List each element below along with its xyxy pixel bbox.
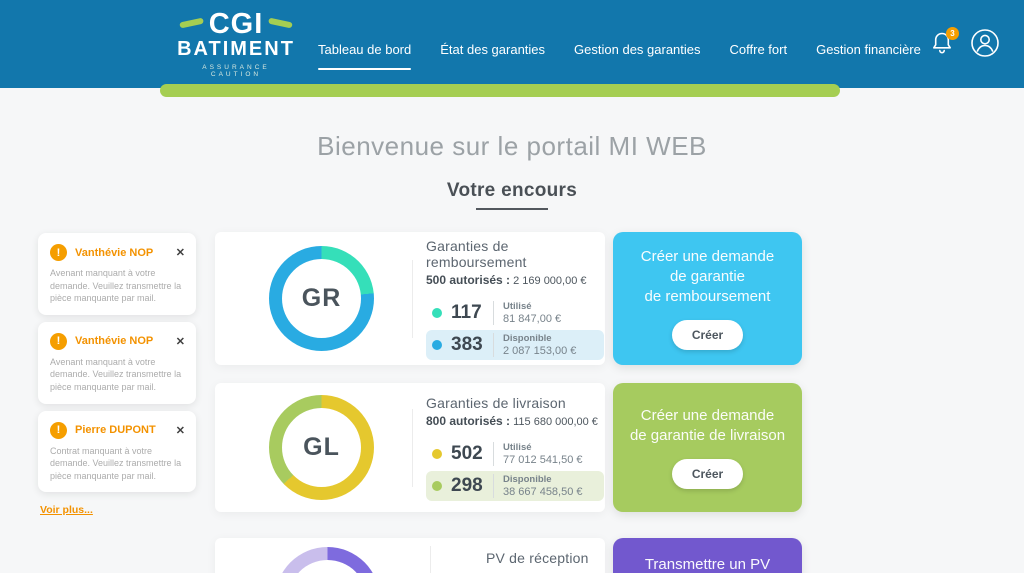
- page-title: Bienvenue sur le portail MI WEB: [317, 131, 707, 161]
- header: CGI BATIMENT ASSURANCE CAUTION Tableau d…: [0, 0, 1024, 88]
- bell-icon: [933, 32, 951, 54]
- gl-available-label: Disponible: [503, 473, 552, 485]
- gr-available-label: Disponible: [503, 332, 552, 344]
- available-dot-icon: [432, 339, 442, 350]
- gl-title: Garanties de livraison: [426, 394, 566, 411]
- warning-icon: !: [50, 421, 67, 439]
- gr-available-count: 383: [451, 333, 483, 355]
- logo-swoosh-left-icon: [178, 17, 204, 28]
- used-dot-icon: [432, 448, 442, 459]
- notification-message: Avenant manquant à votre demande. Veuill…: [50, 356, 182, 392]
- notification-name: Vanthévie NOP: [75, 335, 154, 348]
- encours-row-gl: GL Garanties de livraison 800 autorisés …: [215, 383, 802, 512]
- create-gr-panel[interactable]: Créer une demande de garantie de rembour…: [613, 232, 802, 365]
- gr-authorized: 500 autorisés : 2 169 000,00 €: [426, 273, 605, 287]
- gl-authorized-count: 800 autorisés :: [426, 413, 511, 428]
- section-title-underline: [476, 208, 548, 210]
- nav-item-gestion-des-garanties[interactable]: Gestion des garanties: [574, 41, 701, 57]
- gl-donut-chart: GL: [269, 395, 374, 500]
- divider: [493, 332, 494, 357]
- warning-icon: !: [50, 332, 67, 350]
- gr-authorized-amount: 2 169 000,00 €: [513, 274, 587, 287]
- notification-card[interactable]: ! Vanthévie NOP ✕ Avenant manquant à vot…: [38, 233, 196, 315]
- encours-row-gr: GR Garanties de remboursement 500 autori…: [215, 232, 802, 365]
- pv-card: PV PV de réception: [215, 538, 605, 573]
- notification-message: Contrat manquant à votre demande. Veuill…: [50, 445, 182, 481]
- header-accent-bar: [160, 84, 840, 97]
- create-gl-button[interactable]: Créer: [671, 459, 744, 490]
- gl-donut-label: GL: [282, 408, 361, 487]
- divider: [493, 441, 494, 466]
- brand-logo[interactable]: CGI BATIMENT ASSURANCE CAUTION: [176, 10, 296, 78]
- create-gl-panel[interactable]: Créer une demande de garantie de livrais…: [613, 383, 802, 512]
- notification-name: Vanthévie NOP: [75, 246, 154, 259]
- notifications-bell-button[interactable]: 3: [930, 27, 959, 57]
- nav-item-tableau-de-bord[interactable]: Tableau de bord: [318, 41, 412, 70]
- gl-available-amount: 38 667 458,50 €: [503, 485, 583, 498]
- notification-message: Avenant manquant à votre demande. Veuill…: [50, 268, 182, 304]
- gr-available-amount: 2 087 153,00 €: [503, 344, 577, 357]
- notification-card[interactable]: ! Pierre DUPONT ✕ Contrat manquant à vot…: [38, 410, 196, 493]
- notifications-sidebar: ! Vanthévie NOP ✕ Avenant manquant à vot…: [38, 233, 196, 518]
- gl-used-row: 502 Utilisé 77 012 541,50 €: [426, 439, 604, 469]
- pv-donut-chart: PV: [275, 547, 380, 573]
- divider: [412, 259, 413, 338]
- gl-used-label: Utilisé: [503, 441, 532, 453]
- gr-donut-label: GR: [282, 259, 361, 338]
- transmit-pv-text: Transmettre un PV: [644, 556, 771, 573]
- gl-available-count: 298: [451, 474, 483, 496]
- available-dot-icon: [432, 480, 442, 491]
- gr-card: GR Garanties de remboursement 500 autori…: [215, 232, 605, 365]
- user-icon: [971, 29, 999, 57]
- nav-item-coffre-fort[interactable]: Coffre fort: [729, 41, 788, 57]
- gl-available-row: 298 Disponible 38 667 458,50 €: [426, 470, 604, 501]
- gl-used-amount: 77 012 541,50 €: [503, 453, 583, 466]
- encours-section: GR Garanties de remboursement 500 autori…: [215, 232, 802, 573]
- gr-title: Garanties de remboursement: [426, 237, 527, 270]
- create-gl-text: Créer une demande de garantie de livrais…: [629, 406, 786, 444]
- create-gr-button[interactable]: Créer: [671, 320, 744, 351]
- gr-used-label: Utilisé: [503, 300, 532, 312]
- notification-name: Pierre DUPONT: [75, 424, 156, 437]
- gr-authorized-count: 500 autorisés :: [426, 272, 511, 287]
- nav-item-etat-des-garanties[interactable]: État des garanties: [440, 41, 546, 57]
- close-icon[interactable]: ✕: [175, 424, 185, 437]
- see-more-link[interactable]: Voir plus...: [40, 504, 93, 517]
- logo-tagline: ASSURANCE CAUTION: [202, 64, 270, 78]
- logo-line1: CGI: [208, 8, 264, 40]
- logo-line2: BATIMENT: [177, 38, 295, 60]
- gr-used-count: 117: [451, 301, 482, 323]
- section-title: Votre encours: [446, 180, 578, 201]
- create-gr-text: Créer une demande de garantie de rembour…: [640, 247, 775, 306]
- gl-card: GL Garanties de livraison 800 autorisés …: [215, 383, 605, 512]
- gr-used-row: 117 Utilisé 81 847,00 €: [426, 298, 604, 328]
- divider: [493, 300, 494, 325]
- logo-swoosh-right-icon: [268, 17, 294, 28]
- pv-title: PV de réception: [486, 550, 589, 566]
- nav-item-gestion-financiere[interactable]: Gestion financière: [816, 41, 921, 57]
- profile-button[interactable]: [970, 28, 1000, 58]
- encours-row-pv: PV PV de réception Transmettre un PV: [215, 538, 802, 573]
- divider: [412, 408, 413, 487]
- gl-used-count: 502: [451, 442, 483, 464]
- transmit-pv-panel[interactable]: Transmettre un PV: [613, 538, 802, 573]
- gr-donut-chart: GR: [269, 246, 374, 351]
- notification-card[interactable]: ! Vanthévie NOP ✕ Avenant manquant à vot…: [38, 321, 196, 404]
- gl-authorized-amount: 115 680 000,00 €: [513, 415, 598, 428]
- gr-available-row: 383 Disponible 2 087 153,00 €: [426, 329, 604, 360]
- pv-donut-label: PV: [288, 560, 367, 573]
- used-dot-icon: [432, 307, 442, 318]
- notification-badge: 3: [946, 27, 959, 40]
- warning-icon: !: [50, 244, 67, 261]
- divider: [493, 473, 494, 498]
- gl-authorized: 800 autorisés : 115 680 000,00 €: [426, 414, 604, 428]
- close-icon[interactable]: ✕: [175, 335, 185, 348]
- main-nav: Tableau de bord État des garanties Gesti…: [318, 0, 921, 88]
- close-icon[interactable]: ✕: [175, 247, 185, 259]
- gr-used-amount: 81 847,00 €: [503, 312, 562, 325]
- divider: [430, 546, 431, 573]
